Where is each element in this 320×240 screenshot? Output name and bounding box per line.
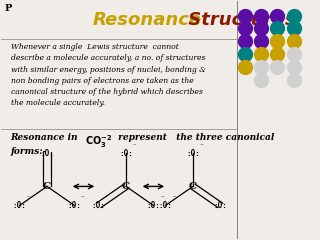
Point [242, 26, 247, 30]
Text: ⁻: ⁻ [160, 196, 164, 202]
Point [291, 26, 296, 30]
Point [275, 14, 280, 18]
Point [275, 65, 280, 69]
Point [242, 14, 247, 18]
Point [259, 26, 264, 30]
Text: :O:: :O: [40, 149, 54, 158]
Text: $\mathbf{CO_3^{-2}}$: $\mathbf{CO_3^{-2}}$ [85, 133, 112, 150]
Text: represent   the three canonical: represent the three canonical [116, 133, 275, 142]
Point [291, 52, 296, 56]
Text: ⁻: ⁻ [133, 144, 136, 150]
Text: C: C [122, 182, 130, 191]
Point [242, 39, 247, 43]
Text: Resonance: Resonance [92, 11, 202, 29]
Point [242, 65, 247, 69]
Point [275, 26, 280, 30]
Text: :O:: :O: [119, 149, 133, 158]
Point [291, 39, 296, 43]
Point [259, 78, 264, 82]
Text: ⁻: ⁻ [200, 144, 203, 150]
Text: Whenever a single  Lewis structure  cannot
describe a molecule accurately, a no.: Whenever a single Lewis structure cannot… [11, 43, 205, 108]
Point [291, 65, 296, 69]
Text: :O:: :O: [68, 201, 81, 210]
Point [259, 14, 264, 18]
Text: forms:-: forms:- [11, 147, 47, 156]
Text: ⁻: ⁻ [26, 196, 30, 202]
Text: :O:: :O: [186, 149, 200, 158]
Text: :O:: :O: [213, 201, 227, 210]
Text: Structures: Structures [182, 11, 296, 29]
Point [259, 52, 264, 56]
Text: :O:: :O: [147, 201, 160, 210]
Point [275, 52, 280, 56]
Text: :O:: :O: [13, 201, 27, 210]
Text: ⁻: ⁻ [81, 196, 85, 202]
Point [259, 65, 264, 69]
Point [242, 52, 247, 56]
Text: C: C [189, 182, 197, 191]
Text: P: P [4, 4, 12, 13]
Text: Resonance in: Resonance in [11, 133, 81, 142]
Text: :O:: :O: [92, 201, 106, 210]
Text: ⁻: ⁻ [172, 196, 176, 202]
Text: C: C [43, 182, 51, 191]
Point [275, 39, 280, 43]
Point [291, 78, 296, 82]
Text: :O:: :O: [159, 201, 172, 210]
Point [259, 39, 264, 43]
Point [291, 14, 296, 18]
